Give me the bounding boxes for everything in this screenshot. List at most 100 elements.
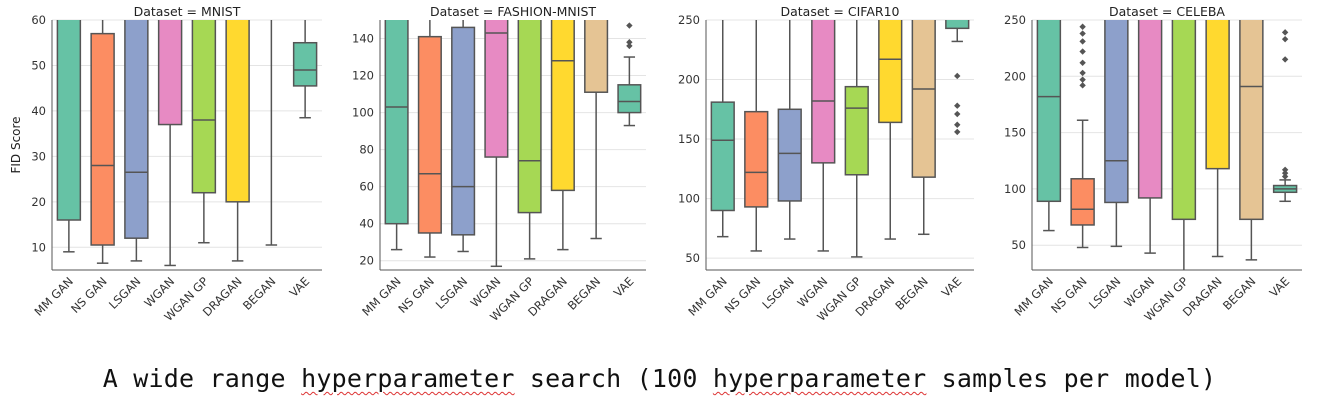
box-vae	[617, 22, 642, 127]
x-tick-label: BEGAN	[1220, 274, 1259, 313]
box-body	[451, 26, 476, 236]
box-body	[945, 20, 970, 30]
box-body	[90, 32, 115, 246]
x-tick-label: BEGAN	[565, 274, 604, 313]
y-tick-label: 20	[31, 195, 46, 209]
box-body	[710, 101, 735, 212]
x-tick-label: LSGAN	[759, 274, 797, 312]
outlier-point	[1079, 30, 1086, 37]
x-tick-label: MM GAN	[32, 274, 76, 318]
x-tick-label: BEGAN	[892, 274, 931, 313]
panel-title: Dataset = CELEBA	[1109, 4, 1225, 19]
box-lsgan	[451, 20, 476, 253]
box-wgan	[1137, 20, 1163, 254]
box-body	[844, 85, 869, 176]
outlier-point	[1281, 29, 1289, 36]
box-body	[1205, 20, 1230, 170]
panel-title: Dataset = MNIST	[134, 4, 241, 19]
caption-word-2: hyperparameter	[712, 364, 927, 393]
box-vae	[945, 20, 970, 136]
box-dragan	[1205, 20, 1230, 258]
x-tick-label: VAE	[287, 274, 313, 300]
figure-caption: A wide range hyperparameter search (100 …	[0, 364, 1319, 393]
box-body	[911, 20, 936, 178]
box-dragan	[225, 20, 250, 262]
x-tick-label: LSGAN	[106, 274, 144, 312]
outlier-point	[1079, 38, 1086, 45]
outlier-point	[1079, 48, 1086, 55]
box-lsgan	[1104, 20, 1129, 248]
x-tick-label: VAE	[1267, 274, 1293, 300]
box-body	[1171, 20, 1197, 221]
boxes-group	[56, 20, 318, 267]
chart-panel-3: 50 100 150 200 250 Dataset = CIFAR10 MM GANNS …	[678, 4, 974, 324]
box-vae	[1272, 29, 1298, 203]
box-began	[911, 20, 936, 236]
x-tick-label: VAE	[611, 274, 637, 300]
panel-title: Dataset = FASHION-MNIST	[430, 4, 596, 19]
box-dragan	[878, 20, 903, 240]
box-lsgan	[777, 20, 802, 240]
y-tick-label: 140	[352, 32, 374, 46]
box-body	[878, 20, 903, 124]
y-tick-label: 50	[1011, 238, 1026, 252]
box-body	[417, 35, 442, 234]
caption-text-2: search (100	[514, 364, 713, 393]
y-tick-label: 50	[31, 58, 46, 72]
caption-text-3: samples per model)	[926, 364, 1217, 393]
box-body	[811, 20, 836, 164]
box-ns-gan	[744, 20, 769, 252]
x-tick-label: LSGAN	[433, 274, 471, 312]
y-tick-label: 60	[359, 180, 374, 194]
chart-panel-1: 10 20 30 40 50 60 Dataset = MNIST FID Score MM G…	[9, 4, 322, 324]
box-wgan-gp	[1171, 20, 1197, 270]
box-began	[1239, 20, 1264, 261]
box-body	[517, 20, 542, 214]
box-mm-gan	[1036, 20, 1062, 232]
y-tick-label: 20	[359, 254, 374, 268]
y-tick-label: 120	[352, 69, 374, 83]
box-body	[157, 20, 183, 126]
outlier-point	[954, 121, 961, 128]
box-body	[584, 20, 609, 93]
x-tick-label: MM GAN	[1012, 274, 1056, 318]
x-tick-label: NS GAN	[68, 274, 110, 316]
box-body	[292, 41, 318, 87]
box-ns-gan	[417, 20, 442, 258]
box-body	[777, 108, 802, 202]
outlier-point	[954, 102, 961, 109]
outlier-point	[954, 72, 961, 80]
y-tick-label: 150	[678, 132, 700, 146]
box-began	[584, 20, 609, 240]
y-tick-label: 150	[1004, 126, 1026, 140]
box-began	[265, 20, 278, 246]
x-tick-label: MM GAN	[685, 274, 729, 318]
outlier-point	[626, 42, 633, 50]
y-tick-label: 80	[359, 143, 374, 157]
y-tick-label: 200	[678, 73, 700, 87]
box-body	[484, 20, 509, 158]
box-body	[124, 20, 149, 239]
box-dragan	[550, 20, 575, 251]
y-tick-label: 250	[678, 13, 700, 27]
outlier-point	[1079, 76, 1086, 83]
box-body	[225, 20, 250, 203]
box-wgan	[484, 20, 509, 268]
x-tick-label: BEGAN	[240, 274, 279, 313]
box-wgan	[811, 20, 836, 252]
y-tick-label: 40	[359, 217, 374, 231]
box-wgan-gp	[191, 20, 217, 244]
x-tick-label: MM GAN	[359, 274, 403, 318]
box-body	[1137, 20, 1163, 199]
y-tick-label: 10	[31, 240, 46, 254]
x-tick-label: NS GAN	[722, 274, 764, 316]
caption-word-1: hyperparameter	[301, 364, 515, 393]
box-body	[617, 84, 642, 114]
x-tick-label: NS GAN	[1048, 274, 1090, 316]
outlier-point	[954, 128, 961, 136]
outlier-point	[1281, 169, 1289, 177]
box-body	[1070, 178, 1095, 226]
boxes-group	[1036, 20, 1298, 270]
y-tick-label: 200	[1004, 69, 1026, 83]
